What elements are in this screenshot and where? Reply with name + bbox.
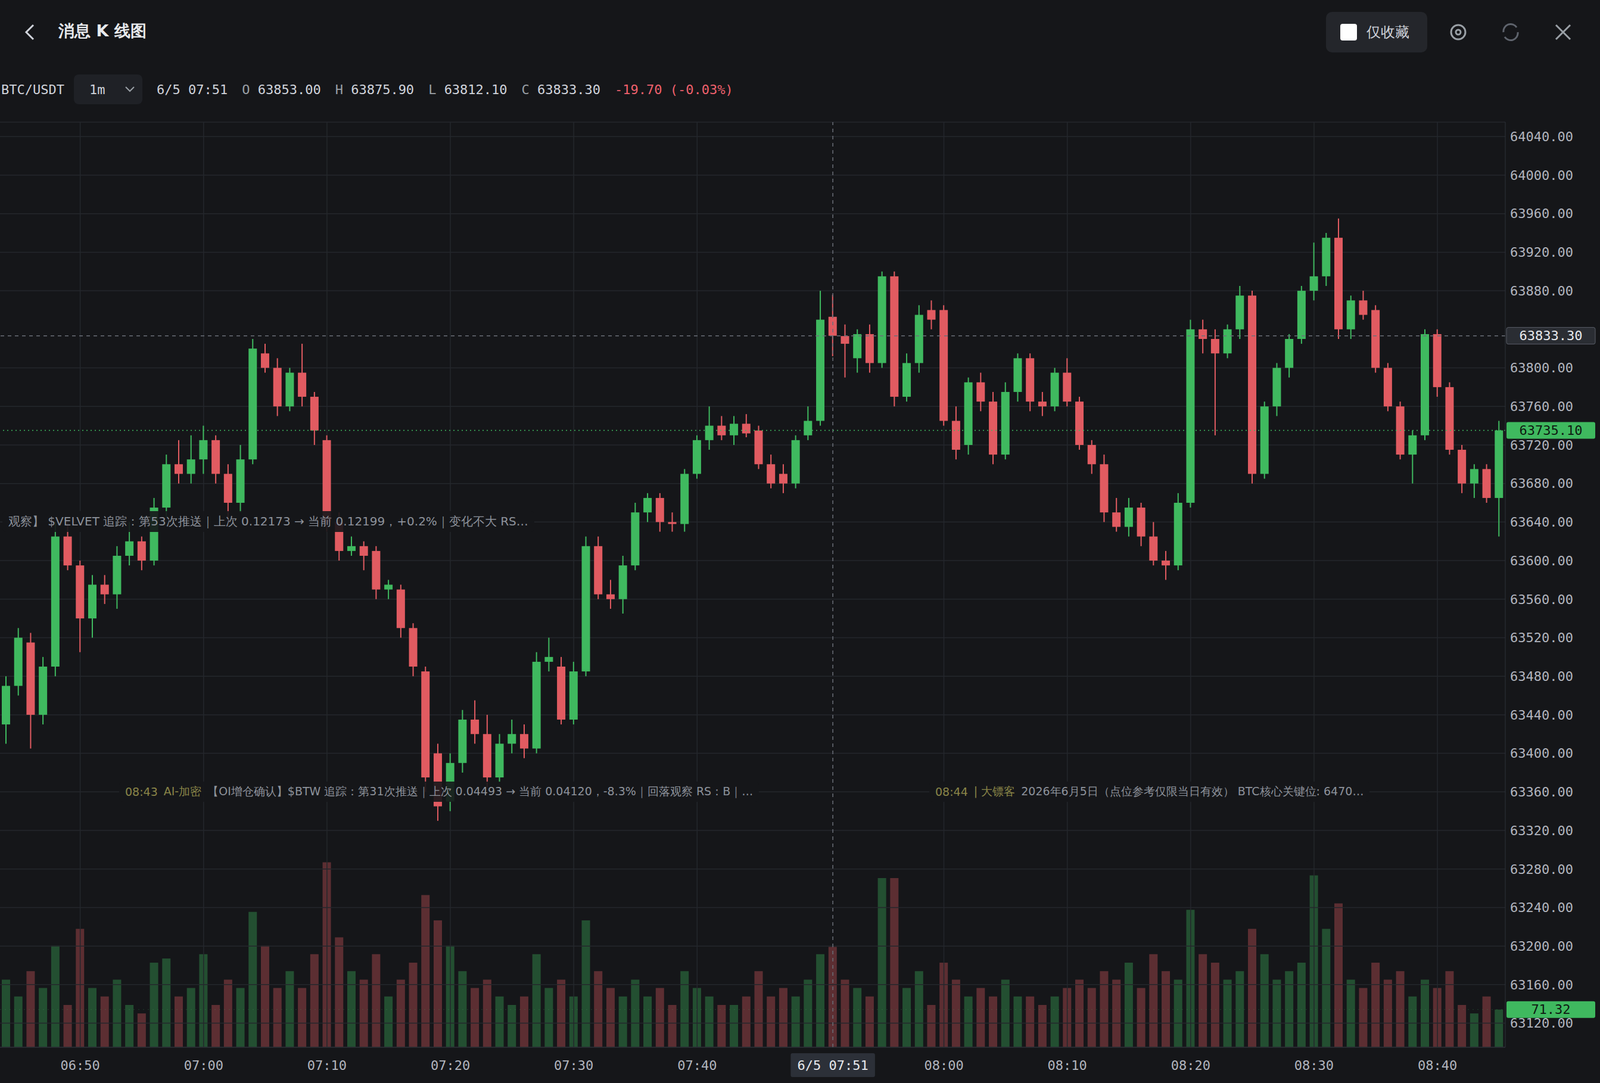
svg-text:63760.00: 63760.00	[1510, 399, 1574, 414]
html-text:AI-加密: AI-加密	[163, 784, 202, 798]
svg-text:08:10: 08:10	[1047, 1057, 1088, 1073]
html-text:2026年6月5日（点位参考仅限当日有效） BTC核心关键位: 2026年6月5日（点位参考仅限当日有效） BTC核心关键位: 6470…	[1021, 784, 1364, 798]
svg-text:64000.00: 64000.00	[1510, 167, 1574, 183]
svg-text:63520.00: 63520.00	[1510, 630, 1574, 646]
html-text:C: C	[521, 81, 530, 97]
svg-text:06:50: 06:50	[60, 1057, 101, 1073]
html-text:-19.70 (-0.03%): -19.70 (-0.03%)	[614, 81, 734, 97]
svg-text:63480.00: 63480.00	[1510, 668, 1574, 684]
html-text:仅收藏: 仅收藏	[1366, 23, 1410, 41]
html-text:| 大镖客: | 大镖客	[973, 784, 1016, 798]
svg-text:07:30: 07:30	[553, 1057, 594, 1073]
svg-text:63160.00: 63160.00	[1510, 977, 1574, 993]
html-text:6/5 07:51: 6/5 07:51	[156, 81, 228, 97]
html-text:1m: 1m	[89, 81, 106, 97]
svg-text:71.32: 71.32	[1530, 1001, 1571, 1017]
html-text:消息 K 线图: 消息 K 线图	[58, 21, 147, 40]
html-text:63853.00: 63853.00	[257, 81, 321, 97]
svg-text:63200.00: 63200.00	[1510, 938, 1574, 954]
html-text:08:43: 08:43	[125, 785, 158, 799]
svg-text:07:10: 07:10	[307, 1057, 347, 1073]
svg-text:08:20: 08:20	[1171, 1057, 1211, 1073]
svg-text:63240.00: 63240.00	[1510, 900, 1574, 915]
svg-text:07:40: 07:40	[677, 1057, 717, 1073]
svg-text:08:40: 08:40	[1417, 1057, 1458, 1073]
svg-text:63920.00: 63920.00	[1510, 244, 1574, 260]
html-text:【OI增仓确认】$BTW 追踪：第31次推送｜上次 0.04: 【OI增仓确认】$BTW 追踪：第31次推送｜上次 0.04493 → 当前 0…	[207, 784, 754, 798]
html-text:BTC/USDT: BTC/USDT	[1, 81, 65, 97]
svg-text:63880.00: 63880.00	[1510, 283, 1574, 299]
svg-text:07:20: 07:20	[430, 1057, 470, 1073]
svg-text:08:30: 08:30	[1294, 1057, 1334, 1073]
html-text:08:44: 08:44	[935, 785, 968, 799]
svg-text:6/5 07:51: 6/5 07:51	[797, 1057, 869, 1073]
svg-text:63735.10: 63735.10	[1519, 422, 1583, 438]
html-text:L: L	[428, 81, 437, 97]
svg-text:63360.00: 63360.00	[1510, 784, 1574, 800]
html-text:观察】 $VELVET 追踪：第53次推送｜上次 0.121: 观察】 $VELVET 追踪：第53次推送｜上次 0.12173 → 当前 0.…	[8, 514, 529, 529]
svg-text:63600.00: 63600.00	[1510, 553, 1574, 569]
html-text:63833.30: 63833.30	[537, 81, 601, 97]
svg-text:63400.00: 63400.00	[1510, 745, 1574, 761]
svg-text:64040.00: 64040.00	[1510, 129, 1574, 145]
html-text:O: O	[241, 81, 250, 97]
svg-text:63640.00: 63640.00	[1510, 514, 1574, 530]
svg-text:63560.00: 63560.00	[1510, 592, 1574, 607]
svg-text:63960.00: 63960.00	[1510, 206, 1574, 221]
svg-text:63800.00: 63800.00	[1510, 360, 1574, 376]
svg-text:63280.00: 63280.00	[1510, 861, 1574, 877]
svg-text:08:00: 08:00	[923, 1057, 964, 1073]
html-text:63875.90: 63875.90	[350, 81, 415, 97]
svg-text:63120.00: 63120.00	[1510, 1015, 1574, 1031]
svg-text:63680.00: 63680.00	[1510, 475, 1574, 491]
svg-text:63720.00: 63720.00	[1510, 437, 1574, 453]
svg-text:63320.00: 63320.00	[1510, 823, 1574, 839]
html-text:H: H	[335, 81, 344, 97]
svg-text:63440.00: 63440.00	[1510, 707, 1574, 723]
svg-text:63833.30: 63833.30	[1519, 328, 1583, 344]
html-text:63812.10: 63812.10	[444, 81, 508, 97]
svg-text:07:00: 07:00	[184, 1057, 224, 1073]
